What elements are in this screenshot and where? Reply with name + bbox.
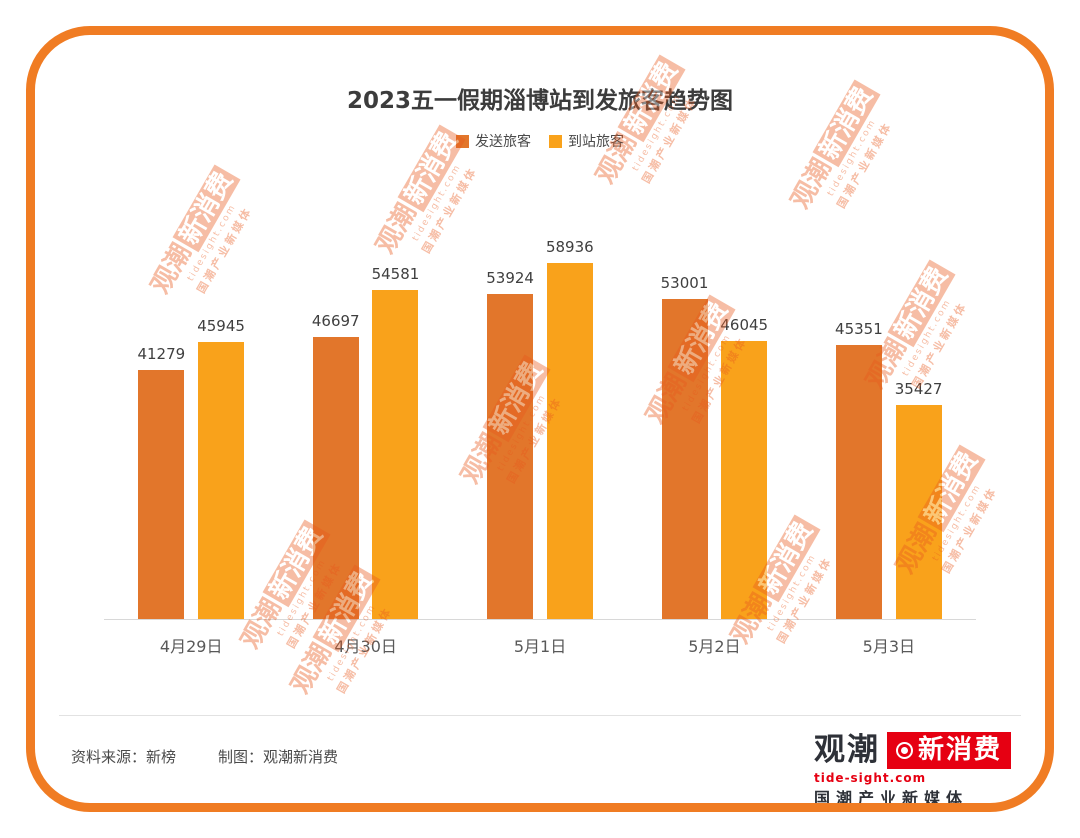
brand-logo: 观潮 新消费 tide-sight.com 国潮产业新媒体: [813, 732, 1011, 808]
bar-group: 46697 54581: [312, 265, 419, 619]
bar: [372, 289, 419, 619]
x-axis-label: 4月29日: [159, 637, 223, 656]
x-axis-labels: 4月29日 4月30日 5月1日 5月2日 5月3日: [104, 620, 976, 657]
logo-tagline: 国潮产业新媒体: [813, 788, 968, 808]
bar-value-label: 54581: [371, 264, 420, 283]
chart-credit-label: 制图：观潮新消费: [218, 748, 339, 766]
chart-title: 2023五一假期淄博站到发旅客趋势图: [346, 88, 733, 114]
bar: [546, 263, 593, 619]
x-axis-label: 5月3日: [862, 637, 916, 656]
x-axis-label: 4月30日: [334, 637, 397, 656]
bar-value-label: 53924: [486, 268, 534, 287]
bar-column: 46697: [312, 312, 360, 619]
legend-label: 发送旅客: [475, 134, 531, 150]
bar-group: 45351 35427: [835, 320, 942, 619]
plot-area: 41279 45945 46697 54581 53924 58936 53001 46045…: [104, 207, 976, 620]
x-axis-label: 5月2日: [688, 637, 741, 656]
legend: 发送旅客 到站旅客: [35, 131, 1045, 151]
bar-group: 53001 46045: [661, 274, 768, 619]
bar-column: 45351: [835, 320, 883, 619]
footer-divider: [59, 715, 1021, 716]
bar-column: 41279: [137, 345, 185, 619]
legend-item: 到站旅客: [549, 131, 624, 151]
bar-column: 45945: [197, 317, 245, 619]
data-source-label: 资料来源：新榜: [71, 748, 177, 766]
footer: 资料来源：新榜 制图：观潮新消费 观潮 新消费 tide-sight.com 国…: [35, 716, 1045, 808]
bar: [835, 345, 882, 619]
bar-column: 53001: [660, 274, 709, 619]
bar-column: 35427: [894, 380, 943, 619]
bar-column: 46045: [720, 316, 768, 619]
bar-value-label: 45351: [835, 320, 883, 339]
logo-brand-first: 观潮: [813, 732, 880, 769]
bar: [487, 293, 534, 619]
logo-eye-icon: [895, 741, 913, 759]
logo-brand-second: 新消费: [886, 732, 1011, 769]
logo-domain: tide-sight.com: [813, 770, 927, 785]
bar-column: 58936: [546, 238, 594, 619]
bar-value-label: 46045: [720, 316, 769, 335]
bar-value-label: 46697: [311, 312, 360, 331]
bar-value-label: 41279: [137, 345, 186, 363]
bar: [198, 341, 245, 619]
source-credit: 资料来源：新榜 制图：观潮新消费: [71, 746, 338, 767]
bar-value-label: 53001: [660, 274, 709, 293]
legend-item: 发送旅客: [456, 131, 531, 151]
bar-value-label: 45945: [197, 316, 245, 335]
bar-value-label: 58936: [545, 238, 594, 257]
bar-column: 54581: [371, 264, 420, 619]
logo-brand-second-text: 新消费: [917, 735, 1002, 765]
x-axis-label: 5月1日: [513, 637, 567, 656]
logo-wordmark: 观潮 新消费: [814, 732, 1011, 769]
legend-swatch: [456, 134, 469, 148]
bar: [138, 370, 185, 619]
bar-value-label: 35427: [894, 380, 943, 399]
bar: [661, 299, 708, 619]
legend-swatch: [549, 134, 562, 148]
bar: [895, 405, 942, 619]
chart-card: 2023五一假期淄博站到发旅客趋势图 发送旅客 到站旅客 41279 45945 46…: [35, 81, 1045, 808]
bar-group: 53924 58936: [486, 238, 594, 619]
bar-group: 41279 45945: [137, 317, 245, 619]
bar: [312, 337, 359, 619]
legend-label: 到站旅客: [568, 134, 624, 150]
poster-frame: 2023五一假期淄博站到发旅客趋势图 发送旅客 到站旅客 41279 45945 46…: [26, 26, 1054, 812]
bar-column: 53924: [486, 269, 534, 619]
bar: [721, 341, 768, 619]
